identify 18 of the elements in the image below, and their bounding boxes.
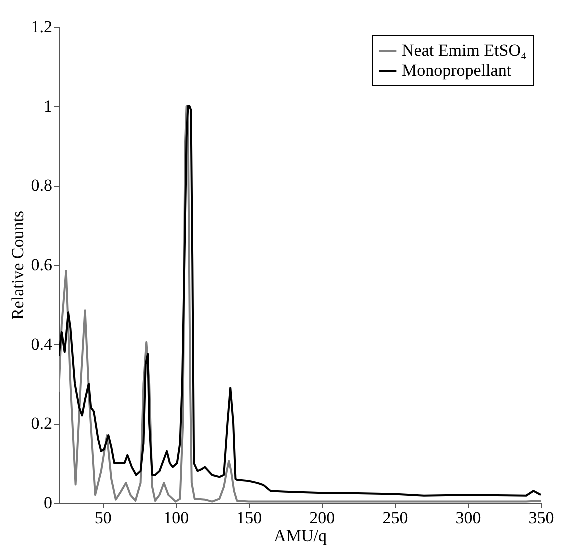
y-tick-label: 0.8 [31,176,52,196]
x-tick-label: 200 [310,508,336,528]
y-tick-label: 0.6 [31,256,52,274]
x-tick-label: 100 [164,508,190,528]
x-tick-label: 250 [382,508,408,528]
y-tick-label: 1 [44,96,52,116]
y-tick-label: 1.2 [31,18,52,36]
x-axis-title: AMU/q [274,526,328,546]
y-axis-title: Relative Counts [8,210,28,320]
x-tick-label: 150 [236,508,262,528]
legend-label: Monopropellant [402,61,512,80]
legend-label: Neat Emim EtSO₄ [402,41,527,60]
x-tick-label: 300 [456,508,482,528]
y-tick-label: 0.4 [31,334,53,354]
y-tick-label: 0 [44,494,52,512]
x-tick-label: 50 [94,508,112,528]
x-tick-label: 350 [528,508,554,528]
y-tick-label: 0.2 [31,414,52,434]
